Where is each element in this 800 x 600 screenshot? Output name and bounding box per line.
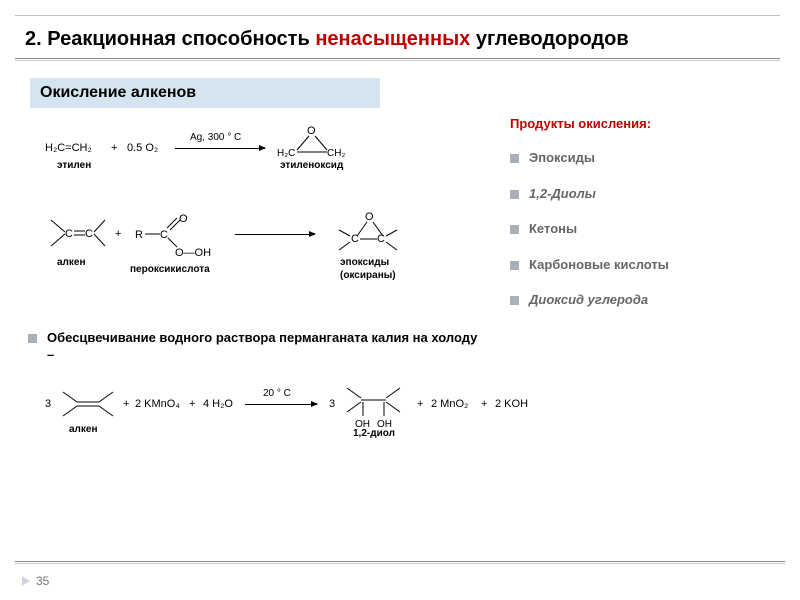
diol-structure: OH OH xyxy=(341,374,411,434)
page-number: 35 xyxy=(36,574,49,588)
product-item: Эпоксиды xyxy=(510,150,770,166)
product-item: Кетоны xyxy=(510,221,770,237)
slide-title: 2. Реакционная способность ненасыщенных … xyxy=(25,28,629,51)
kmno4-dash: – xyxy=(47,347,477,362)
plus-sign: + xyxy=(111,142,117,154)
epoxide-label: эпоксиды xyxy=(340,257,389,268)
svg-text:R: R xyxy=(135,229,143,241)
arrow-icon xyxy=(235,234,315,235)
products-header: Продукты окисления: xyxy=(510,116,651,131)
kmno4-formula: 2 KMnO₄ xyxy=(135,398,180,410)
bullet-icon xyxy=(510,296,519,305)
coef-prod: 3 xyxy=(329,398,335,410)
o-atom: O xyxy=(307,125,316,137)
bullet-icon xyxy=(510,225,519,234)
svg-text:C: C xyxy=(351,233,359,245)
ch2-left: H₂C xyxy=(277,148,295,159)
section-header: Окисление алкенов xyxy=(30,78,380,108)
epoxide-label-2: (оксираны) xyxy=(340,270,396,281)
plus-sign: + xyxy=(417,398,423,410)
reaction-3: 3 алкен + 2 KMnO₄ + 4 H₂O 20 ° C 3 OH OH xyxy=(45,370,585,460)
svg-text:O—OH: O—OH xyxy=(175,247,211,259)
ethylene-oxide-label: этиленоксид xyxy=(280,160,343,171)
peroxy-label: пероксикислота xyxy=(130,264,210,275)
product-label: 1,2-Диолы xyxy=(529,186,596,202)
ethylene-label: этилен xyxy=(57,160,91,171)
plus-sign: + xyxy=(481,398,487,410)
alkene-label: алкен xyxy=(69,424,98,435)
reaction-conditions: Ag, 300 ° C xyxy=(190,132,241,143)
arrow-icon xyxy=(245,404,317,405)
reaction-2: C C алкен + R C O O—OH пероксикислота O … xyxy=(45,210,435,300)
plus-sign: + xyxy=(123,398,129,410)
product-item: Карбоновые кислоты xyxy=(510,257,770,273)
title-accent: ненасыщенных xyxy=(315,28,470,50)
diol-label: 1,2-диол xyxy=(353,428,395,439)
bullet-icon xyxy=(510,261,519,270)
footer-rule-2 xyxy=(15,563,785,564)
ch2-right: CH₂ xyxy=(327,148,345,159)
epoxide-structure: O C C xyxy=(335,210,405,260)
arrow-icon xyxy=(175,148,265,149)
o2-formula: 0.5 O₂ xyxy=(127,142,158,154)
header-rule xyxy=(15,15,780,16)
footer-rule xyxy=(15,561,785,562)
product-list: Эпоксиды 1,2-Диолы Кетоны Карбоновые кис… xyxy=(510,150,770,328)
svg-text:C: C xyxy=(65,228,73,240)
peroxy-acid-structure: R C O O—OH xyxy=(135,210,225,265)
bullet-icon xyxy=(510,154,519,163)
title-suffix: углеводородов xyxy=(470,28,628,50)
product-label: Карбоновые кислоты xyxy=(529,257,669,273)
slide: 2. Реакционная способность ненасыщенных … xyxy=(0,0,800,600)
kmno4-text: Обесцвечивание водного раствора перманга… xyxy=(47,330,477,345)
coef-3: 3 xyxy=(45,398,51,410)
title-rule xyxy=(15,58,780,59)
reaction-1: H₂C=CH₂ этилен + 0.5 O₂ Ag, 300 ° C O H₂… xyxy=(45,122,435,182)
product-label: Эпоксиды xyxy=(529,150,595,166)
alkene-structure: C C xyxy=(45,210,105,260)
svg-text:C: C xyxy=(377,233,385,245)
title-rule-2 xyxy=(15,60,780,61)
svg-text:C: C xyxy=(160,229,168,241)
bullet-icon xyxy=(28,334,37,343)
alkene-structure xyxy=(57,378,117,428)
product-item: Диоксид углерода xyxy=(510,292,770,308)
alkene-label: алкен xyxy=(57,257,86,268)
product-label: Диоксид углерода xyxy=(529,292,648,308)
page-arrow-icon xyxy=(22,576,30,586)
koh-formula: 2 KOH xyxy=(495,398,528,410)
svg-text:O: O xyxy=(365,211,374,223)
plus-sign: + xyxy=(115,228,121,240)
mno2-formula: 2 MnO₂ xyxy=(431,398,468,410)
svg-text:O: O xyxy=(179,213,188,225)
product-item: 1,2-Диолы xyxy=(510,186,770,202)
page-number-wrap: 35 xyxy=(22,574,49,588)
h2o-formula: 4 H₂O xyxy=(203,398,233,410)
title-prefix: 2. Реакционная способность xyxy=(25,28,315,50)
svg-text:C: C xyxy=(85,228,93,240)
reaction-conditions: 20 ° C xyxy=(263,388,291,399)
plus-sign: + xyxy=(189,398,195,410)
ethylene-formula: H₂C=CH₂ xyxy=(45,142,92,154)
product-label: Кетоны xyxy=(529,221,577,237)
bullet-icon xyxy=(510,190,519,199)
kmno4-note: Обесцвечивание водного раствора перманга… xyxy=(28,330,477,362)
